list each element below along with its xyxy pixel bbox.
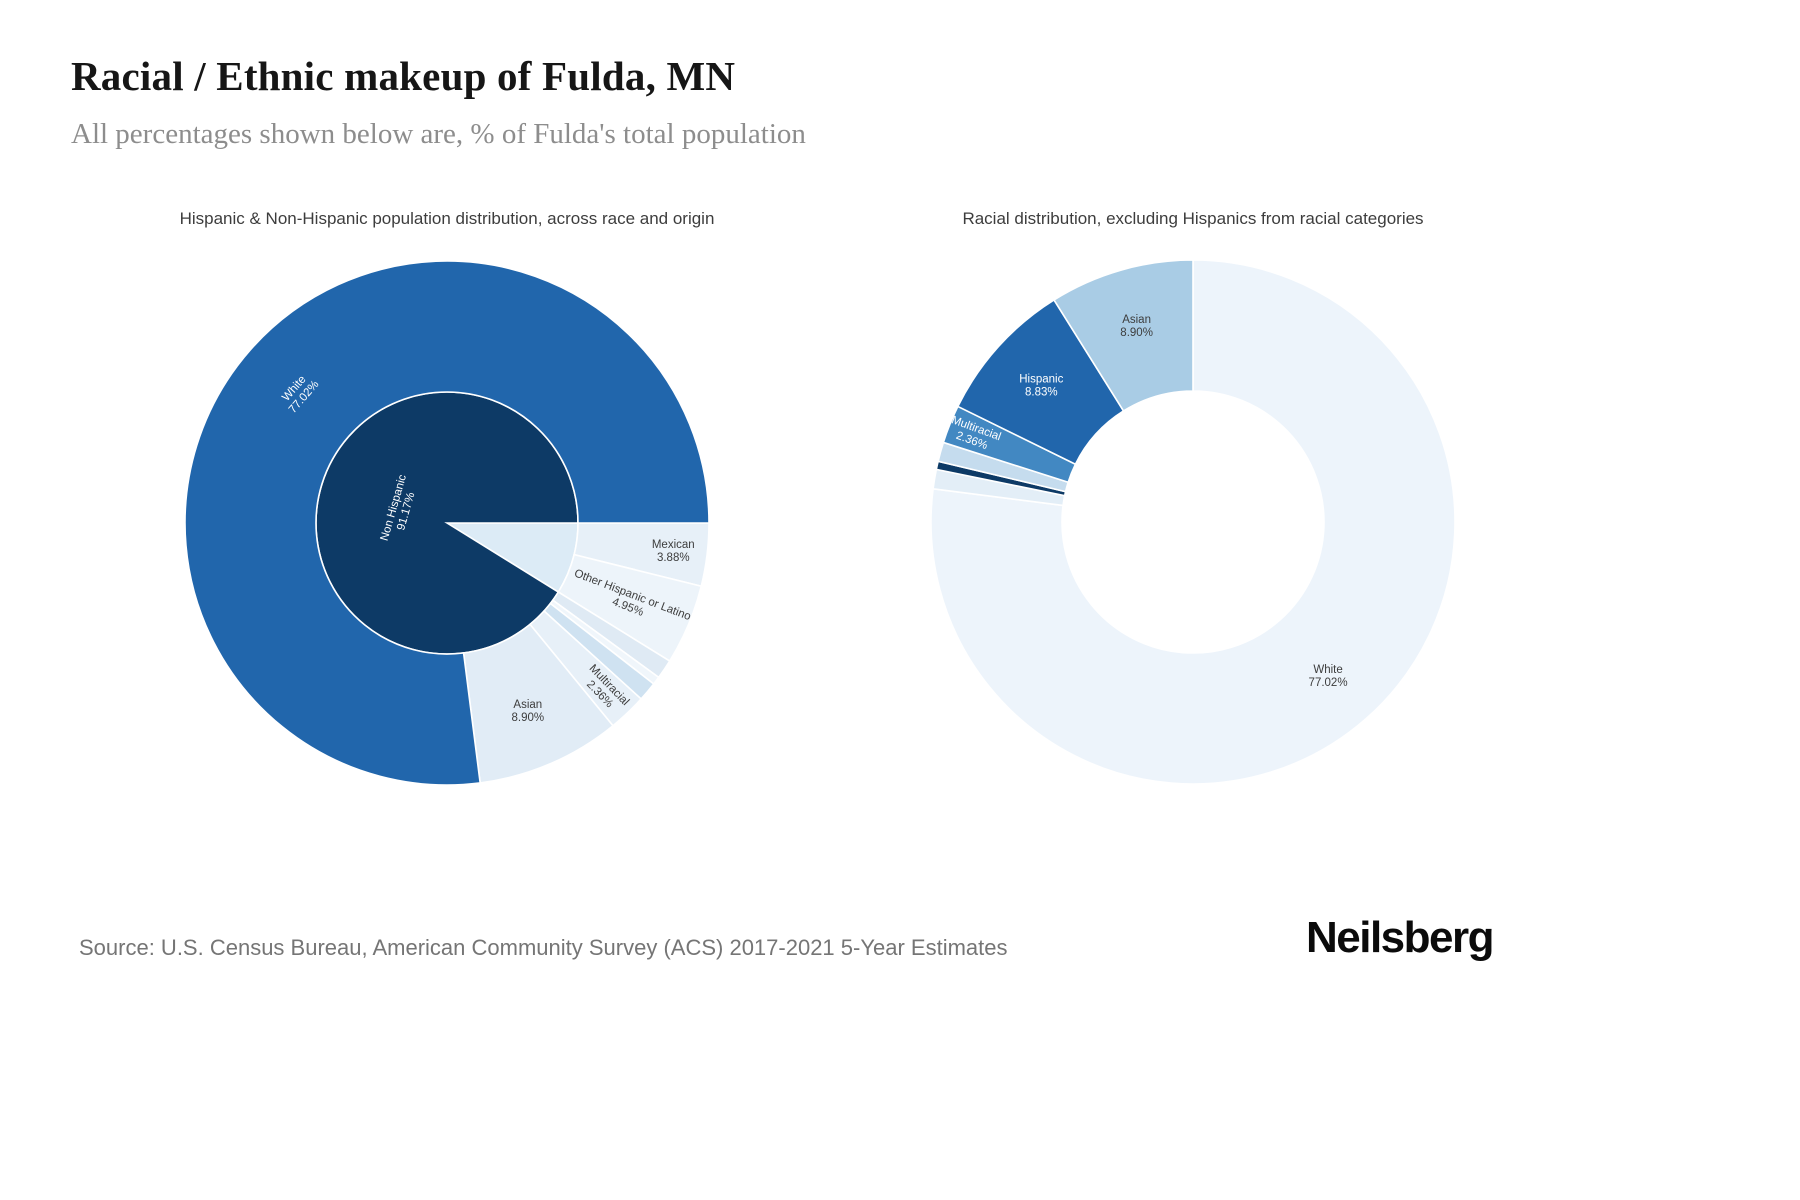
page-title: Racial / Ethnic makeup of Fulda, MN: [71, 53, 736, 99]
slice-label: Asian 8.90%: [1120, 314, 1153, 339]
slice-label: Asian 8.90%: [512, 699, 545, 724]
pie-slice-non-hispanic: [315, 391, 579, 655]
page-subtitle: All percentages shown below are, % of Fu…: [71, 118, 806, 150]
pie-slice-asian: [1052, 259, 1194, 413]
source-note: Source: U.S. Census Bureau, American Com…: [79, 935, 1008, 960]
chart-title-sunburst: Hispanic & Non-Hispanic population distr…: [179, 209, 715, 228]
sunburst-chart: Non Hispanic91.17%Mexican 3.88%Other Hisp…: [184, 260, 710, 786]
slice-label: Hispanic 8.83%: [1019, 374, 1063, 399]
neilsberg-logo: Neilsberg: [1305, 913, 1495, 962]
pie-slice-white: [184, 260, 710, 786]
pie-slice-white: [930, 259, 1456, 785]
donut-chart: White 77.02%Multiracial2.36%Hispanic 8.83%…: [930, 259, 1456, 785]
chart-title-donut: Racial distribution, excluding Hispanics…: [962, 209, 1424, 228]
slice-label: Mexican 3.88%: [652, 539, 695, 564]
